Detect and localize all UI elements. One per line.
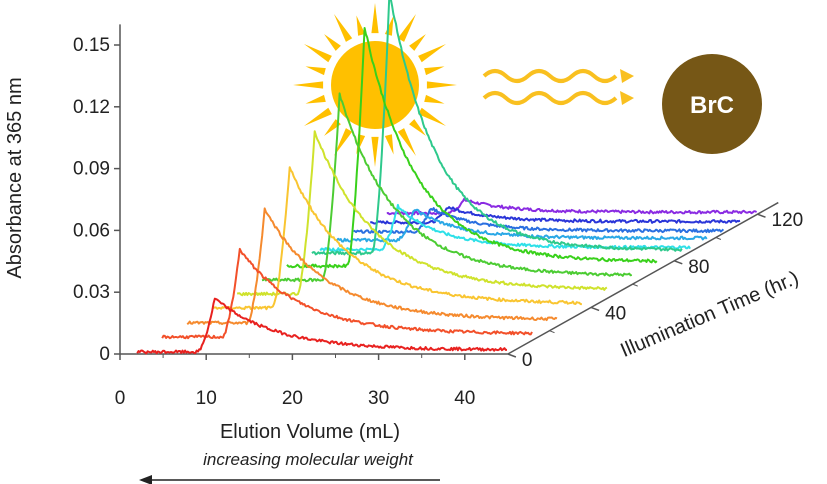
brc-label: BrC [690,92,734,119]
sun-icon [293,3,457,167]
sun-ray [424,94,445,104]
z-tick-mark [757,213,766,218]
series-trace [237,130,608,297]
tick-labels: 0 0.03 0.06 0.09 0.12 0.15 0 10 20 30 40 0 40 80 120 [73,35,803,409]
sun-ray [334,14,353,42]
y-tick-label: 0 [99,344,110,365]
sun-ray [426,81,457,89]
z-tick-mark [674,260,683,265]
x-tick-label: 30 [368,388,389,409]
series-trace [286,27,658,269]
mw-annotation-label: increasing molecular weight [203,450,414,469]
z-tick-mark [507,353,517,358]
x-axis-title: Elution Volume (mL) [220,421,400,443]
series-trace [386,197,758,216]
sun-ray [293,81,324,89]
y-tick-label: 0.06 [73,220,110,241]
series-trace [161,247,533,340]
x-tick-label: 40 [454,388,475,409]
sun-disc [331,41,419,129]
z-minor-tick [632,283,638,287]
light-wave-icon [482,69,634,105]
mw-arrow-head [139,475,152,484]
plot-axes [114,24,779,360]
sun-ray [334,128,353,156]
z-tick-label: 0 [522,350,533,371]
z-tick-mark [590,306,600,312]
sun-ray [418,107,446,126]
y-tick-label: 0.09 [73,159,110,180]
sun-ray [324,119,341,136]
z-minor-tick [715,237,722,240]
series-trace [370,206,741,225]
sun-ray [371,3,379,34]
series-trace [136,297,507,355]
z-minor-tick [549,330,555,334]
mw-annotation: increasing molecular weight [139,450,440,484]
y-tick-label: 0.15 [73,35,110,56]
sun-ray [305,94,326,104]
series-trace [311,0,683,256]
sun-ray [409,34,426,51]
sun-ray [371,136,379,167]
sun-ray [409,119,426,136]
z-tick-label: 120 [772,210,804,231]
sun-ray [384,134,394,155]
z-axis-title: Illumination Time (hr.) [617,267,802,362]
z-tick-label: 80 [688,257,709,278]
series-traces [136,0,758,355]
series-trace [211,166,582,311]
x-tick-label: 10 [196,388,217,409]
brc-particle-icon: BrC [662,54,762,154]
z-axis-line [507,201,779,355]
sun-ray [424,66,445,76]
sun-ray [397,128,416,156]
y-tick-label: 0.12 [73,97,110,118]
sun-ray [304,44,332,63]
y-tick-label: 0.03 [73,282,110,303]
sun-ray [304,107,332,126]
z-tick-label: 40 [605,303,626,324]
x-tick-label: 20 [282,388,303,409]
x-tick-label: 0 [115,388,126,409]
series-trace [261,92,633,283]
sun-ray [305,66,326,76]
sun-ray [397,14,416,42]
sun-ray [418,44,446,63]
sun-ray [356,15,366,36]
series-trace [353,207,725,234]
sun-ray [324,34,341,51]
y-axis-title: Absorbance at 365 nm [4,77,26,278]
